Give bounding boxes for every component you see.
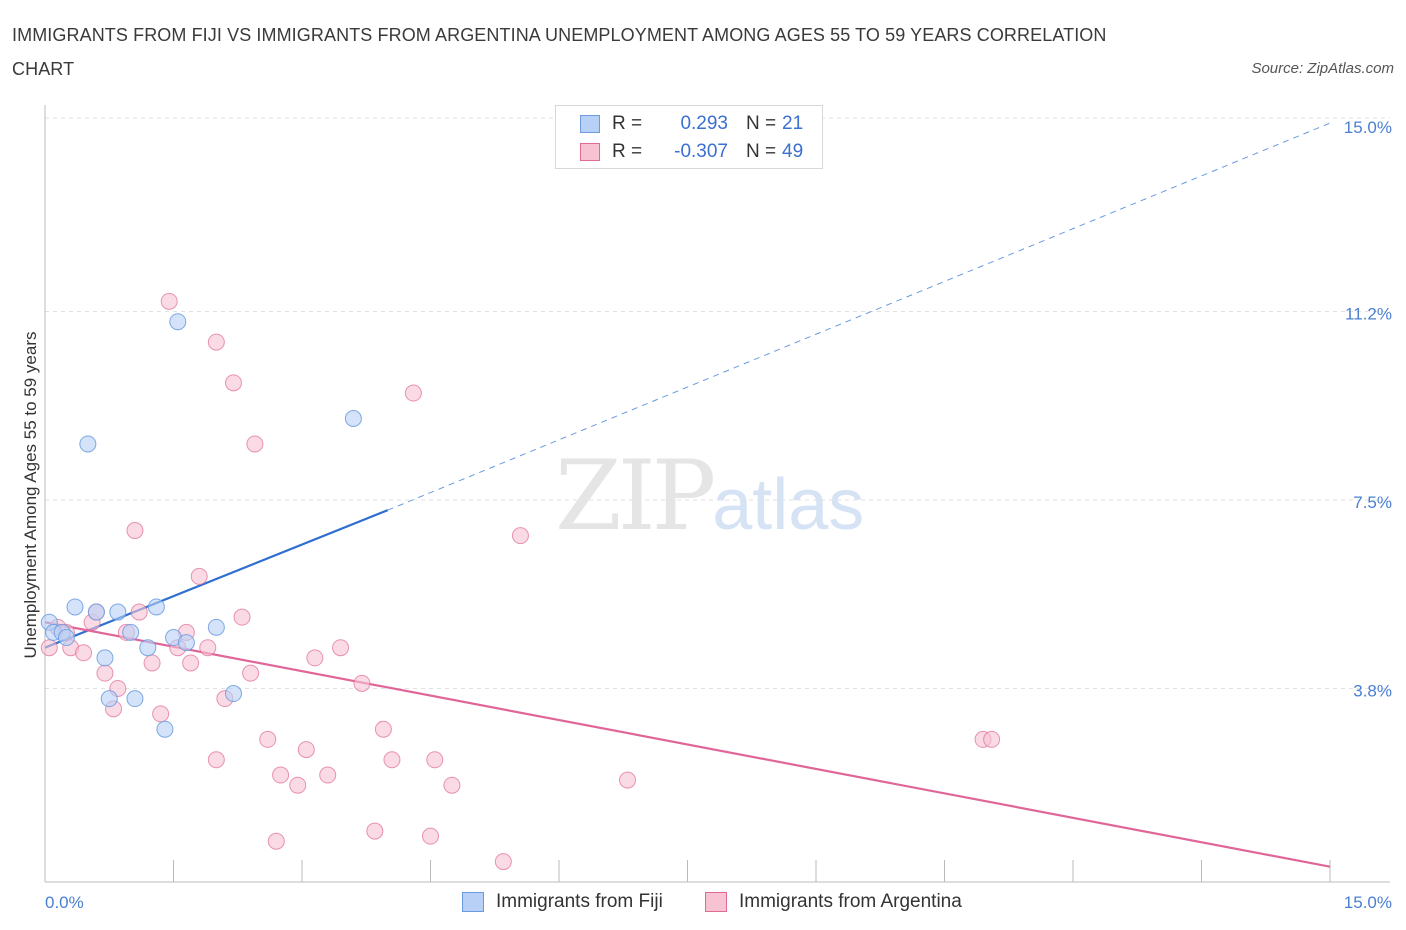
argentina-point	[40, 639, 58, 657]
y-tick-label: 15.0%	[1344, 118, 1392, 137]
argentina-n-label: N =	[746, 141, 777, 162]
fiji-point	[156, 720, 174, 738]
gridlines	[45, 117, 1390, 689]
argentina-point	[160, 292, 178, 310]
fiji-point	[169, 313, 187, 331]
argentina-point	[619, 771, 637, 789]
argentina-point	[190, 567, 208, 585]
fiji-legend-swatch	[462, 892, 484, 912]
argentina-point	[383, 751, 401, 769]
argentina-point	[130, 603, 148, 621]
source-label: Source: ZipAtlas.com	[1251, 60, 1394, 77]
legend-row-fiji: R = 0.293 N = 21	[580, 111, 803, 137]
fiji-n-label: N =	[746, 113, 777, 134]
fiji-point	[87, 603, 105, 621]
argentina-point	[289, 776, 307, 794]
fiji-point	[207, 618, 225, 636]
argentina-point	[199, 639, 217, 657]
fiji-trend-line	[44, 509, 389, 649]
argentina-n-value: 49	[782, 141, 804, 162]
argentina-point	[242, 664, 260, 682]
watermark-atlas: atlas	[712, 465, 865, 545]
argentina-point	[404, 384, 422, 402]
bottom-legend-fiji[interactable]: Immigrants from Fiji	[462, 889, 663, 915]
data-points	[40, 292, 1001, 871]
argentina-point	[332, 639, 350, 657]
argentina-point	[366, 822, 384, 840]
argentina-point	[233, 608, 251, 626]
fiji-point	[344, 410, 362, 428]
argentina-point	[422, 827, 439, 845]
argentina-point	[75, 644, 93, 662]
argentina-point	[983, 730, 1001, 748]
fiji-point	[126, 690, 144, 708]
axes	[44, 105, 1390, 883]
fiji-point	[79, 435, 97, 453]
fiji-swatch	[580, 115, 600, 133]
argentina-point	[306, 649, 324, 667]
fiji-point	[177, 634, 195, 652]
fiji-point	[122, 623, 140, 641]
fiji-point	[147, 598, 165, 616]
argentina-point	[207, 751, 225, 769]
watermark-zip: ZIP	[555, 440, 716, 552]
fiji-n-value: 21	[782, 113, 804, 134]
argentina-point	[259, 730, 277, 748]
argentina-point	[443, 776, 461, 794]
chart-title: IMMIGRANTS FROM FIJI VS IMMIGRANTS FROM …	[12, 25, 1107, 79]
correlation-legend: R = 0.293 N = 21 R = -0.307 N = 49	[555, 105, 823, 169]
argentina-point	[353, 674, 371, 692]
argentina-r-label: R =	[612, 141, 643, 162]
fiji-point	[57, 629, 75, 647]
argentina-point	[426, 751, 444, 769]
argentina-point	[224, 374, 242, 392]
argentina-trend-line	[44, 621, 1331, 868]
argentina-legend-swatch	[705, 892, 727, 912]
fiji-point	[100, 690, 118, 708]
argentina-point	[246, 435, 264, 453]
argentina-r-value: -0.307	[674, 141, 728, 162]
fiji-point	[139, 639, 157, 657]
argentina-point	[374, 720, 392, 738]
argentina-point	[319, 766, 337, 784]
argentina-point	[126, 522, 144, 540]
bottom-legend-argentina[interactable]: Immigrants from Argentina	[705, 889, 962, 915]
fiji-point	[96, 649, 114, 667]
fiji-point	[66, 598, 84, 616]
argentina-point	[143, 654, 161, 672]
fiji-point	[109, 603, 127, 621]
tick-labels: 3.8% 7.5% 11.2% 15.0% 0.0% 15.0% Unemployment …	[21, 118, 1392, 912]
fiji-point	[224, 685, 242, 703]
argentina-point	[494, 853, 512, 871]
y-axis-label: Unemployment Among Ages 55 to 59 years	[21, 332, 40, 659]
argentina-point	[207, 333, 225, 351]
x-tick-label: 0.0%	[45, 893, 84, 912]
argentina-point	[182, 654, 200, 672]
argentina-point	[267, 832, 285, 850]
argentina-point	[152, 705, 170, 723]
y-tick-label: 3.8%	[1353, 681, 1392, 700]
x-tick-label: 15.0%	[1344, 893, 1392, 912]
argentina-point	[511, 527, 529, 545]
trend-lines	[44, 122, 1331, 868]
fiji-r-value: 0.293	[680, 113, 728, 134]
y-tick-label: 7.5%	[1353, 493, 1392, 512]
fiji-trend-extension	[387, 122, 1331, 511]
argentina-swatch	[580, 143, 600, 161]
fiji-legend-label: Immigrants from Fiji	[496, 891, 663, 912]
fiji-r-label: R =	[612, 113, 643, 134]
watermark: ZIPatlas	[555, 440, 864, 552]
argentina-point	[96, 664, 114, 682]
argentina-legend-label: Immigrants from Argentina	[739, 891, 962, 912]
argentina-point	[272, 766, 290, 784]
legend-row-argentina: R = -0.307 N = 49	[580, 139, 803, 165]
argentina-point	[297, 741, 315, 759]
y-tick-label: 11.2%	[1345, 305, 1392, 324]
